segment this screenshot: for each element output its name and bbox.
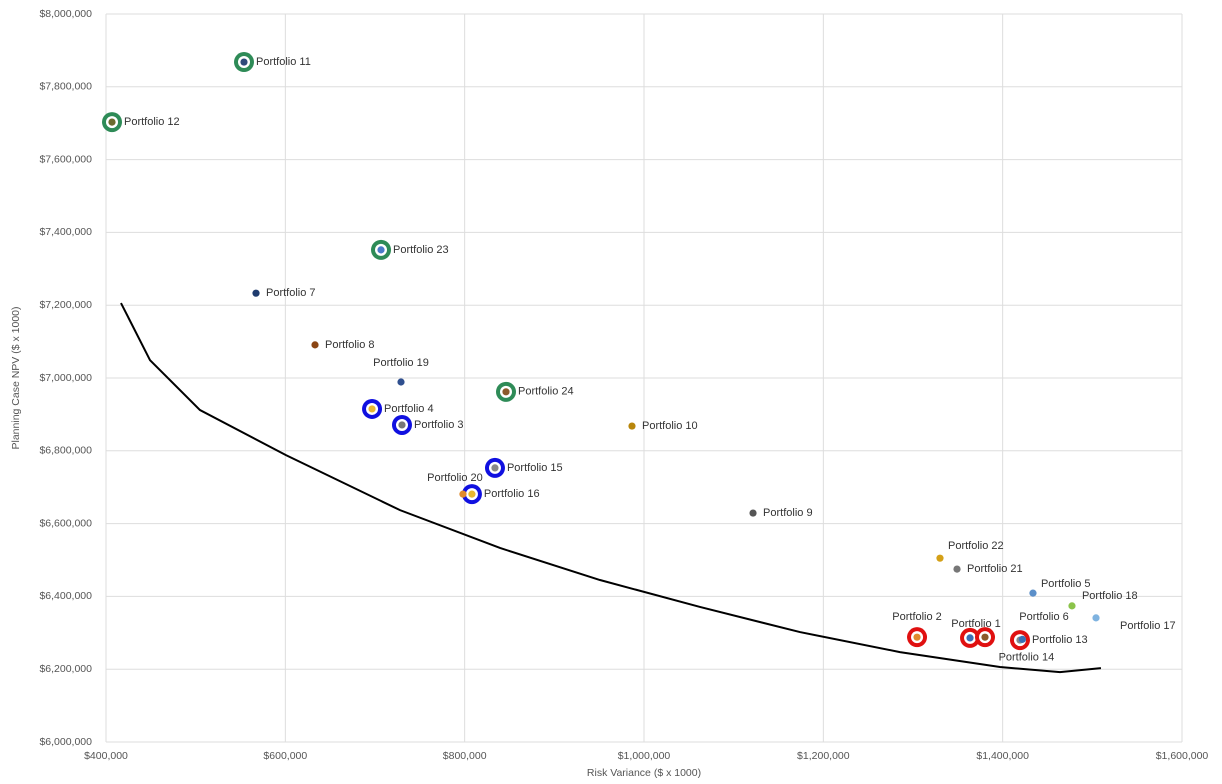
point: [108, 118, 116, 126]
point-label: Portfolio 15: [507, 462, 563, 474]
point-label: Portfolio 24: [518, 386, 574, 398]
point: [749, 509, 757, 517]
y-tick-label: $6,600,000: [39, 517, 92, 529]
point: [377, 246, 385, 254]
point: [1029, 589, 1037, 597]
point: [468, 490, 476, 498]
y-tick-label: $7,000,000: [39, 372, 92, 384]
point-label: Portfolio 5: [1041, 578, 1091, 590]
point-label: Portfolio 18: [1082, 590, 1138, 602]
point-label: Portfolio 9: [763, 507, 813, 519]
y-axis-title: Planning Case NPV ($ x 1000): [10, 307, 22, 450]
point-label: Portfolio 14: [999, 651, 1055, 663]
y-tick-label: $7,200,000: [39, 299, 92, 311]
point: [491, 464, 499, 472]
y-tick-label: $8,000,000: [39, 8, 92, 20]
point-label: Portfolio 12: [124, 116, 180, 128]
point: [397, 378, 405, 386]
x-tick-label: $1,600,000: [1156, 750, 1209, 762]
point: [398, 421, 406, 429]
point: [1068, 602, 1076, 610]
x-tick-label: $1,400,000: [976, 750, 1029, 762]
point-label: Portfolio 10: [642, 420, 698, 432]
y-tick-label: $6,000,000: [39, 736, 92, 748]
point: [252, 289, 260, 297]
point-label: Portfolio 20: [427, 472, 483, 484]
point-label: Portfolio 22: [948, 540, 1004, 552]
point-label: Portfolio 3: [414, 419, 464, 431]
x-tick-label: $1,200,000: [797, 750, 850, 762]
point-label: Portfolio 8: [325, 339, 375, 351]
point: [953, 565, 961, 573]
x-tick-label: $600,000: [263, 750, 307, 762]
y-tick-label: $6,400,000: [39, 590, 92, 602]
point: [240, 58, 248, 66]
x-tick-label: $1,000,000: [618, 750, 671, 762]
y-tick-label: $6,200,000: [39, 663, 92, 675]
point-label: Portfolio 19: [373, 357, 429, 369]
point-label: Portfolio 17: [1120, 620, 1176, 632]
point-label: Portfolio 2: [892, 611, 942, 623]
point-label: Portfolio 7: [266, 287, 316, 299]
point: [1092, 614, 1100, 622]
y-tick-label: $7,400,000: [39, 226, 92, 238]
point-label: Portfolio 13: [1032, 634, 1088, 646]
point-label: Portfolio 11: [256, 56, 311, 68]
y-tick-label: $6,800,000: [39, 445, 92, 457]
point: [368, 405, 376, 413]
point: [311, 341, 319, 349]
frontier-curve: [120, 302, 1102, 674]
y-tick-label: $7,600,000: [39, 153, 92, 165]
point-label: Portfolio 1: [951, 618, 1001, 630]
point: [459, 490, 467, 498]
point: [1018, 635, 1026, 643]
x-axis-title: Risk Variance ($ x 1000): [587, 767, 701, 779]
x-tick-label: $800,000: [443, 750, 487, 762]
x-tick-label: $400,000: [84, 750, 128, 762]
point: [936, 554, 944, 562]
point: [966, 634, 974, 642]
point-label: Portfolio 6: [1019, 611, 1069, 623]
y-tick-label: $7,800,000: [39, 81, 92, 93]
point: [502, 388, 510, 396]
point: [913, 633, 921, 641]
point: [981, 633, 989, 641]
point: [628, 422, 636, 430]
point-label: Portfolio 16: [484, 488, 540, 500]
point-label: Portfolio 4: [384, 403, 434, 415]
point-label: Portfolio 23: [393, 244, 449, 256]
point-label: Portfolio 21: [967, 563, 1023, 575]
